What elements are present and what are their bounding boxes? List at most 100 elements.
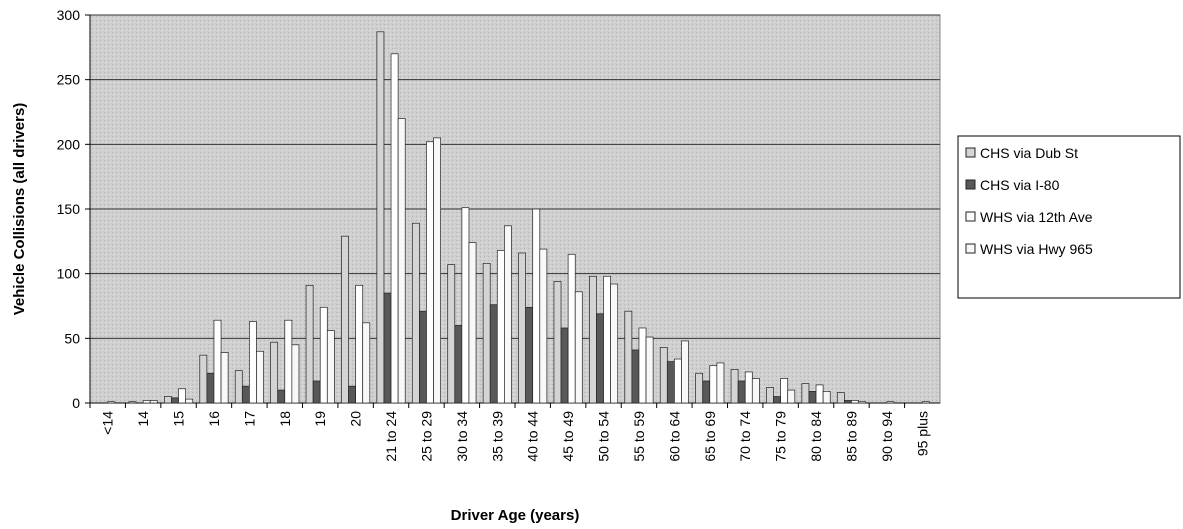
bar — [659, 347, 668, 404]
bar — [567, 253, 576, 404]
x-tick-label: 16 — [206, 411, 222, 427]
y-tick-label: 250 — [57, 72, 81, 88]
bar — [489, 304, 498, 404]
bar — [178, 388, 186, 404]
x-tick-label: 20 — [348, 411, 364, 427]
bar — [447, 264, 456, 404]
x-tick-label: 85 to 89 — [843, 411, 859, 462]
bar — [695, 372, 704, 404]
y-axis-title: Vehicle Collisions (all drivers) — [11, 103, 28, 316]
bar — [341, 235, 349, 404]
bar — [411, 222, 420, 404]
y-tick-label: 50 — [64, 330, 80, 346]
bar — [751, 378, 760, 404]
bar — [362, 322, 371, 404]
bar — [808, 391, 817, 404]
bar — [376, 31, 385, 404]
bar — [787, 389, 796, 404]
legend-swatch — [965, 179, 976, 190]
bar — [142, 400, 151, 404]
bar — [164, 396, 172, 404]
bar — [419, 310, 427, 404]
bar — [844, 400, 852, 404]
bar — [468, 242, 477, 404]
bar — [149, 400, 158, 404]
bar — [801, 383, 810, 404]
bar — [220, 352, 229, 404]
bar — [921, 401, 930, 404]
bar — [836, 392, 845, 404]
bar — [383, 292, 392, 404]
bar — [426, 141, 434, 404]
x-axis-title: Driver Age (years) — [451, 507, 580, 524]
x-tick-label: 17 — [241, 411, 257, 427]
bar — [461, 207, 470, 404]
x-tick-label: 25 to 29 — [418, 411, 434, 462]
bar — [744, 371, 753, 404]
x-tick-label: 40 to 44 — [525, 411, 541, 462]
bar — [397, 118, 406, 404]
bar — [610, 283, 619, 404]
x-tick-label: 15 — [171, 411, 187, 427]
bar — [171, 397, 179, 404]
bar — [858, 401, 866, 404]
x-tick-label: 21 to 24 — [383, 411, 399, 462]
x-tick-label: 90 to 94 — [879, 411, 895, 462]
bar — [631, 349, 640, 404]
legend-label: CHS via Dub St — [980, 145, 1078, 161]
bar — [645, 336, 654, 404]
bar — [326, 330, 335, 404]
x-tick-label: 80 to 84 — [808, 411, 824, 462]
x-tick-label: 14 — [135, 411, 151, 427]
legend-swatch — [965, 211, 976, 222]
x-tick-label: 35 to 39 — [489, 411, 505, 462]
x-tick-label: 70 to 74 — [737, 411, 753, 462]
bar — [596, 313, 604, 404]
x-tick-label: 55 to 59 — [631, 411, 647, 462]
x-tick-label: 65 to 69 — [702, 411, 718, 462]
y-tick-label: 300 — [57, 7, 81, 23]
bar — [730, 369, 739, 404]
bar — [234, 370, 243, 404]
x-tick-label: 75 to 79 — [773, 411, 789, 462]
bar — [886, 401, 895, 404]
bar — [574, 291, 583, 404]
bar — [666, 361, 675, 404]
bar — [107, 401, 116, 404]
y-tick-label: 0 — [72, 395, 80, 411]
bar — [185, 398, 194, 404]
x-tick-label: 60 to 64 — [666, 411, 682, 462]
bar — [241, 385, 250, 404]
bar — [504, 225, 512, 404]
bar — [589, 275, 597, 404]
bar — [496, 250, 505, 404]
bar — [319, 306, 328, 404]
bar — [433, 137, 441, 404]
bar — [525, 306, 534, 404]
bar — [206, 372, 215, 404]
bar — [256, 350, 264, 404]
bar — [780, 378, 789, 404]
bar — [822, 391, 831, 404]
bar — [603, 275, 611, 404]
bar — [532, 208, 541, 404]
bar — [249, 321, 257, 404]
legend — [957, 135, 1181, 299]
x-tick-label: 95 plus — [914, 411, 930, 456]
bar — [638, 327, 647, 404]
bar — [291, 344, 300, 404]
bar — [773, 396, 781, 404]
bar — [851, 400, 859, 404]
bar — [709, 365, 718, 404]
bar — [284, 319, 293, 404]
bar — [553, 281, 562, 404]
legend-swatch — [965, 147, 976, 158]
bar — [737, 380, 746, 404]
bar — [390, 53, 399, 404]
bar — [305, 284, 314, 404]
bar — [539, 248, 548, 404]
bar — [815, 384, 824, 404]
bar — [681, 340, 689, 404]
legend-label: WHS via 12th Ave — [980, 209, 1093, 225]
